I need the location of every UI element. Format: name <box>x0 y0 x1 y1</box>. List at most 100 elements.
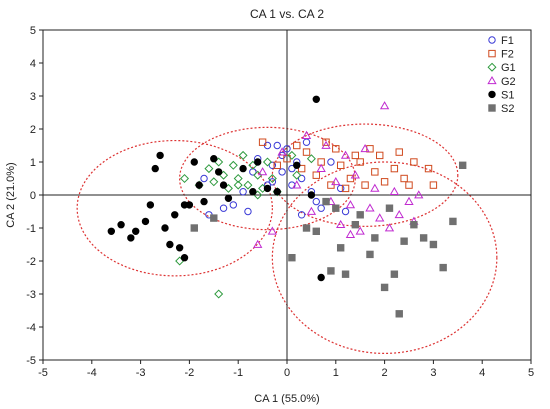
y-tick-label: 1 <box>30 157 36 169</box>
data-point <box>219 181 228 189</box>
data-point <box>332 145 340 153</box>
legend-label: S2 <box>501 103 514 115</box>
data-point <box>209 177 219 187</box>
legend-marker <box>488 49 496 58</box>
x-tick-label: 2 <box>382 367 388 379</box>
data-point <box>277 147 287 156</box>
data-point <box>253 239 263 248</box>
x-tick-label: 5 <box>528 367 534 379</box>
data-point <box>233 180 243 190</box>
data-point <box>385 204 394 212</box>
data-point <box>331 176 341 186</box>
data-point <box>306 154 316 164</box>
data-point <box>429 240 438 249</box>
y-tick-label: 3 <box>30 91 36 103</box>
legend-item-g1: G1 <box>487 62 516 74</box>
data-point <box>292 170 302 180</box>
data-point <box>340 150 351 159</box>
data-point <box>302 148 311 156</box>
data-point <box>424 164 433 173</box>
data-point <box>429 181 438 189</box>
x-tick-label: -3 <box>136 367 146 379</box>
legend-marker <box>487 75 497 85</box>
legend-item-f1: F1 <box>488 35 514 47</box>
data-point <box>351 221 360 229</box>
data-point <box>273 188 281 196</box>
data-point <box>336 219 346 229</box>
data-point <box>127 234 135 242</box>
data-point <box>190 224 198 232</box>
data-point <box>350 170 360 179</box>
y-tick-label: 5 <box>30 25 36 37</box>
data-point <box>287 150 297 160</box>
data-point <box>210 155 218 163</box>
data-point <box>327 158 335 166</box>
data-point <box>341 270 350 278</box>
data-point <box>395 148 403 156</box>
data-point <box>356 211 364 219</box>
data-point <box>301 130 312 139</box>
series-g2 <box>253 101 424 248</box>
legend-label: G2 <box>501 76 516 88</box>
legend-marker <box>488 104 496 112</box>
data-point <box>268 178 277 186</box>
data-point <box>355 226 365 235</box>
data-point <box>268 161 277 170</box>
data-point <box>180 254 189 262</box>
confidence-ellipse <box>271 161 498 355</box>
y-tick-label: -4 <box>26 322 36 334</box>
data-point <box>380 178 389 186</box>
data-point <box>414 190 424 199</box>
data-point <box>254 158 262 166</box>
data-point <box>257 167 268 176</box>
legend-item-s2: S2 <box>488 103 514 115</box>
y-tick-label: -1 <box>26 223 36 235</box>
legend-item-f2: F2 <box>488 49 514 61</box>
data-point <box>345 229 356 238</box>
data-point <box>224 194 233 203</box>
data-point <box>262 157 272 167</box>
data-point <box>263 184 272 193</box>
data-point <box>293 161 301 170</box>
data-point <box>312 171 320 179</box>
data-point <box>390 270 399 278</box>
x-tick-label: 4 <box>479 367 485 379</box>
data-point <box>307 191 316 199</box>
data-point <box>249 188 257 196</box>
data-point <box>370 183 380 192</box>
data-point <box>316 163 326 172</box>
data-point <box>375 213 385 222</box>
y-tick-label: 4 <box>30 58 36 70</box>
data-point <box>327 267 335 275</box>
data-point <box>297 211 306 219</box>
data-point <box>449 217 457 226</box>
data-point <box>439 263 447 272</box>
data-point <box>336 244 345 252</box>
data-point <box>297 164 306 173</box>
data-point <box>379 101 390 110</box>
data-point <box>322 138 330 146</box>
data-point <box>283 145 291 153</box>
y-axis-label: CA 2 (21.0%) <box>5 162 17 227</box>
data-point <box>371 234 379 242</box>
legend-label: F1 <box>501 35 514 47</box>
zero-lines <box>43 30 531 360</box>
data-point <box>336 161 345 170</box>
data-point <box>171 211 179 219</box>
data-point <box>312 197 320 206</box>
data-point <box>229 201 238 209</box>
data-point <box>389 186 400 196</box>
data-point <box>166 240 174 249</box>
data-point <box>214 168 223 176</box>
data-point <box>341 207 350 216</box>
data-point <box>365 203 375 212</box>
data-point <box>107 227 116 236</box>
data-point <box>356 158 364 166</box>
data-point <box>180 173 190 184</box>
y-axis-ticks: -5 -4 -3 -2 -1 0 1 2 3 4 5 <box>26 25 43 367</box>
data-point <box>190 158 198 166</box>
data-point <box>195 181 203 189</box>
data-point <box>380 283 389 292</box>
data-point <box>400 237 408 245</box>
